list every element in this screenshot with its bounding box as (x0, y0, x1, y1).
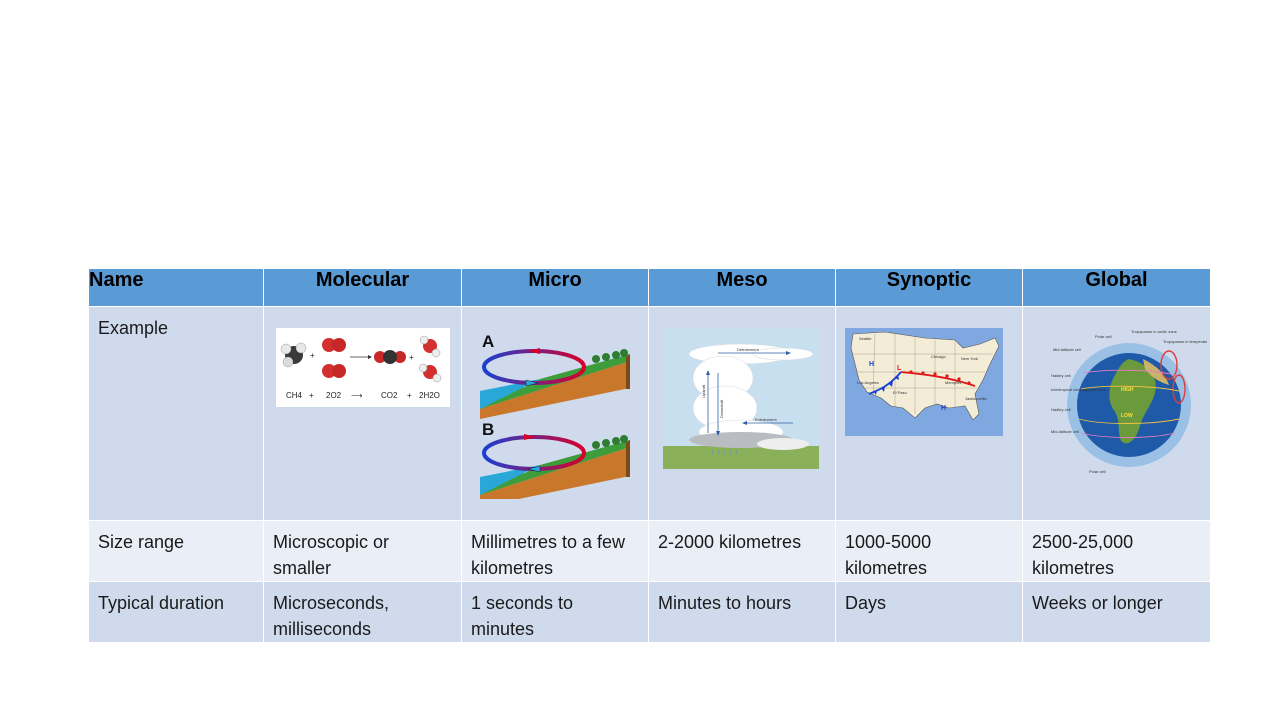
city-el-paso: El Paso (893, 390, 908, 395)
header-synoptic: Synoptic (835, 268, 1023, 307)
city-chicago: Chicago (931, 354, 946, 359)
header-name: Name (88, 268, 264, 307)
duration-global: Weeks or longer (1032, 593, 1163, 613)
tropopause-arctic-label: Tropopause in arctic zone (1131, 329, 1178, 334)
label-a: A (482, 332, 494, 351)
eq-o2: 2O2 (326, 391, 342, 400)
duration-meso: Minutes to hours (658, 593, 792, 613)
header-molecular: Molecular (263, 268, 462, 307)
tropopause-temperate-label: Tropopause in temperate zone (1163, 339, 1207, 344)
duration-label: Typical duration (98, 593, 225, 613)
updraft-label: Updraft (701, 384, 706, 398)
eq-h2o: 2H2O (419, 391, 440, 400)
eq-co2: CO2 (381, 391, 398, 400)
city-los-angeles: Los Angeles (857, 380, 879, 385)
size-global: 2500-25,000 kilometres (1032, 532, 1134, 578)
eq-plus-1: + (309, 391, 314, 400)
size-range-label: Size range (98, 532, 185, 552)
eq-plus-2: + (407, 391, 412, 400)
high-pressure-1: H (869, 361, 874, 368)
header-global: Global (1022, 268, 1211, 307)
high-label: HIGH (1121, 387, 1134, 393)
header-meso: Meso (648, 268, 836, 307)
scale-comparison-table: Name Molecular Micro Meso Synoptic Globa… (88, 268, 1211, 643)
duration-micro: 1 seconds to minutes (471, 593, 574, 639)
mid-latitude-cell-label-bottom: Mid-latitude cell (1051, 429, 1079, 434)
example-label-cell: Example (88, 306, 264, 521)
mid-latitude-cell-label-top: Mid-latitude cell (1053, 347, 1081, 352)
entrainment-label: Entrainment (755, 417, 777, 422)
label-b: B (482, 420, 494, 439)
size-molecular: Microscopic or smaller (273, 532, 390, 578)
size-meso: 2-2000 kilometres (658, 532, 802, 552)
detrainment-label: Detrainment (737, 347, 760, 352)
micro-example-cell: A B (461, 306, 649, 521)
size-micro: Millimetres to a few kilometres (471, 532, 626, 578)
synoptic-example-cell: H H L Seattle New York Los Angeles Chica… (835, 306, 1023, 521)
plus-sign-1: + (310, 351, 315, 360)
polar-cell-label-top: Polar cell (1095, 334, 1112, 339)
weather-map-image: H H L Seattle New York Los Angeles Chica… (845, 328, 1003, 436)
molecular-example-cell: + + CH4 + 2O2 ⟶ CO2 + 2H2O (263, 306, 462, 521)
global-circulation-diagram: HIGH LOW Polar cell Mid-latitude cell Ha… (1051, 329, 1207, 474)
downdraft-label: Downdraft (719, 399, 724, 418)
itcz-label: Intertropical convergence zone (1051, 387, 1106, 392)
header-row: Name Molecular Micro Meso Synoptic Globa… (88, 268, 1211, 307)
cumulonimbus-diagram: Detrainment Entrainment Updraft Downdraf… (663, 328, 819, 469)
example-label: Example (98, 318, 169, 338)
eq-arrow: ⟶ (351, 391, 363, 400)
hadley-cell-label-bottom: Hadley cell (1051, 407, 1071, 412)
typical-duration-row: Typical duration Microseconds, milliseco… (88, 581, 1211, 643)
eq-ch4: CH4 (286, 391, 303, 400)
hadley-cell-label-top: Hadley cell (1051, 373, 1071, 378)
city-seattle: Seattle (859, 336, 872, 341)
duration-synoptic: Days (845, 593, 887, 613)
polar-cell-label-bottom: Polar cell (1089, 469, 1106, 474)
example-row: Example + + (88, 306, 1211, 521)
size-synoptic: 1000-5000 kilometres (845, 532, 932, 578)
city-memphis: Memphis (945, 380, 961, 385)
meso-example-cell: Detrainment Entrainment Updraft Downdraf… (648, 306, 836, 521)
high-pressure-2: H (941, 405, 946, 412)
low-label: LOW (1121, 413, 1133, 419)
slope-breeze-diagram: A B (480, 332, 630, 499)
city-new-york: New York (961, 356, 978, 361)
city-jacksonville: Jacksonville (965, 396, 987, 401)
methane-combustion-image: + + CH4 + 2O2 ⟶ CO2 + 2H2O (276, 328, 450, 407)
low-pressure: L (897, 365, 902, 372)
plus-sign-2: + (409, 353, 414, 362)
size-range-row: Size range Microscopic or smaller Millim… (88, 520, 1211, 582)
header-micro: Micro (461, 268, 649, 307)
duration-molecular: Microseconds, milliseconds (273, 593, 390, 639)
global-example-cell: HIGH LOW Polar cell Mid-latitude cell Ha… (1022, 306, 1211, 521)
